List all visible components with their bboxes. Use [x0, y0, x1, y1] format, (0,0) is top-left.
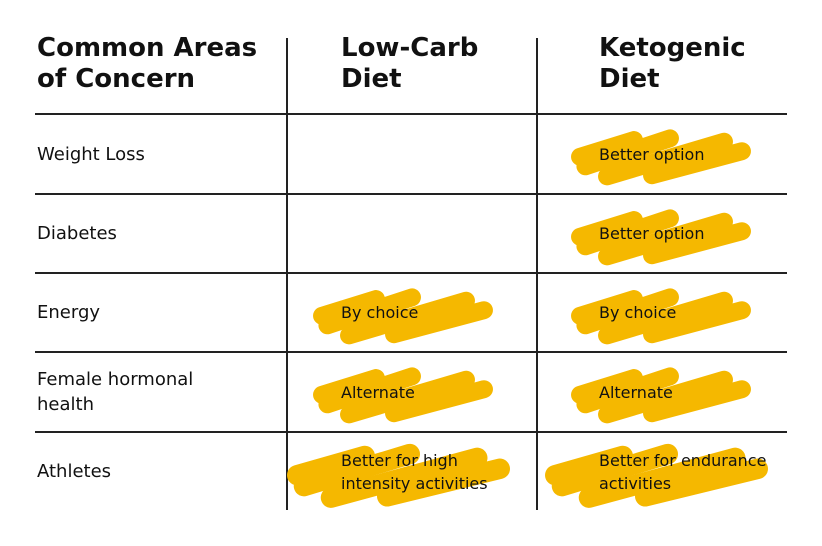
cell-text: Better option [599, 144, 705, 164]
brush-stroke [377, 458, 510, 507]
brush-stroke [643, 380, 751, 423]
row-label: Athletes [37, 433, 237, 510]
brush-stroke [635, 458, 768, 507]
cell-value: Alternate [599, 353, 789, 431]
row-label-text: Female hormonal health [37, 369, 194, 415]
brush-stroke [576, 367, 679, 414]
cell-value: Better option [599, 115, 789, 193]
brush-stroke [571, 210, 643, 246]
column-header: Common Areas of Concern [37, 33, 258, 94]
brush-stroke [643, 221, 751, 264]
brush-stroke [551, 443, 678, 496]
highlight-brush [313, 287, 493, 344]
brush-stroke [385, 300, 493, 343]
brush-stroke [385, 380, 493, 423]
highlight-brush [571, 208, 751, 265]
cell-text: Better option [599, 224, 705, 243]
row-label-text: Diabetes [37, 223, 117, 244]
row-label-text: Energy [37, 302, 101, 323]
cell-value: By choice [599, 274, 789, 351]
brush-stroke [598, 212, 733, 265]
brush-stroke [318, 287, 421, 334]
highlight-brush [571, 129, 751, 186]
highlight-brush [571, 287, 751, 344]
brush-stroke [320, 447, 488, 508]
cell-text: Better for endurance activities [599, 450, 767, 493]
brush-stroke [571, 289, 643, 325]
highlight-brush [313, 367, 493, 424]
row-divider [35, 272, 787, 274]
row-label: Weight Loss [37, 115, 237, 193]
column-header: Ketogenic Diet [599, 33, 746, 94]
row-divider [35, 113, 787, 115]
cell-value: By choice [341, 274, 506, 351]
brush-stroke [571, 131, 643, 166]
column-header: Low-Carb Diet [341, 33, 479, 94]
cell-value: Better option [599, 195, 789, 272]
brush-stroke [598, 291, 733, 344]
cell-text: By choice [341, 303, 419, 322]
column-divider [536, 38, 538, 510]
brush-stroke [340, 291, 475, 344]
row-label-text: Weight Loss [37, 143, 145, 165]
brush-stroke [643, 300, 751, 343]
cell-text: By choice [599, 303, 677, 322]
brush-stroke [578, 447, 746, 508]
brush-stroke [576, 287, 679, 334]
cell-text: Alternate [599, 382, 673, 402]
cell-text: Alternate [341, 382, 415, 402]
cell-value: Alternate [341, 353, 506, 431]
cell-text: Better for high intensity activities [341, 450, 488, 493]
brush-stroke [318, 367, 421, 414]
brush-stroke [313, 369, 385, 404]
row-divider [35, 431, 787, 433]
brush-stroke [571, 369, 643, 404]
cell-value: Better for high intensity activities [341, 433, 506, 510]
row-divider [35, 193, 787, 195]
brush-stroke [293, 443, 420, 496]
highlight-brush [287, 443, 510, 508]
row-label: Energy [37, 274, 237, 351]
highlight-brush [571, 367, 751, 424]
column-divider [286, 38, 288, 510]
row-label: Female hormonal health [37, 353, 237, 431]
cell-value: Better for endurance activities [599, 433, 789, 510]
brush-stroke [576, 129, 679, 176]
brush-stroke [598, 132, 733, 186]
brush-stroke [598, 370, 733, 424]
row-label-text: Athletes [37, 461, 112, 482]
brush-stroke [545, 445, 633, 485]
brush-stroke [313, 289, 385, 325]
brush-stroke [340, 370, 475, 424]
brush-stroke [643, 142, 751, 185]
brush-stroke [287, 445, 375, 485]
row-divider [35, 351, 787, 353]
row-label: Diabetes [37, 195, 237, 272]
highlight-brush [545, 443, 768, 508]
brush-stroke [576, 208, 679, 255]
